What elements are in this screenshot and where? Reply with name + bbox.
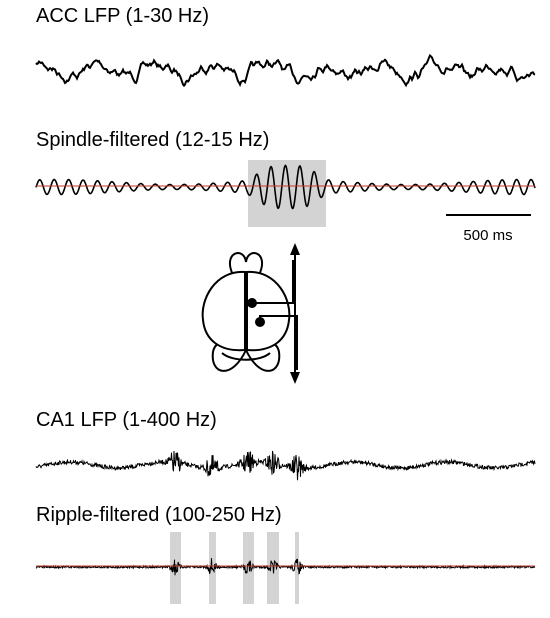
connector-lines	[252, 260, 298, 370]
waveform	[35, 558, 536, 576]
trace-label: Spindle-filtered (12-15 Hz)	[36, 129, 269, 151]
waveform	[35, 450, 536, 481]
waveforms	[35, 53, 536, 576]
trace-label: CA1 LFP (1-400 Hz)	[36, 409, 217, 431]
arrow-heads	[290, 243, 300, 384]
waveform	[35, 164, 536, 210]
trace-label: ACC LFP (1-30 Hz)	[36, 5, 209, 27]
trace-label: Ripple-filtered (100-250 Hz)	[36, 504, 282, 526]
scale-bar-label: 500 ms	[463, 227, 512, 244]
waveform	[35, 53, 536, 88]
brain-schematic	[201, 252, 291, 372]
